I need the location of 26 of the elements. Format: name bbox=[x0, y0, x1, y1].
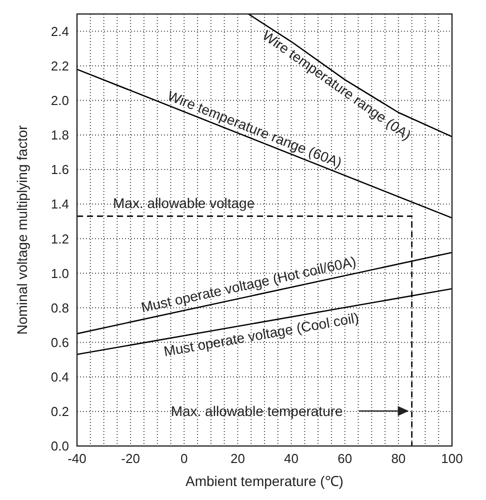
y-tick-label: 1.0 bbox=[50, 266, 69, 281]
y-tick-label: 0.4 bbox=[50, 369, 69, 384]
y-tick-label: 2.2 bbox=[50, 58, 69, 74]
annotation: Max. allowable temperature bbox=[170, 403, 344, 419]
annotation: Max. allowable voltage bbox=[113, 195, 255, 212]
x-tick-label: -40 bbox=[68, 451, 86, 466]
x-tick-label: 60 bbox=[338, 451, 352, 466]
y-tick-label: 2.4 bbox=[50, 24, 69, 39]
x-tick-label: 0 bbox=[180, 451, 188, 466]
x-tick-label: 20 bbox=[230, 451, 245, 466]
y-tick-label: 0.6 bbox=[50, 334, 69, 350]
y-tick-label: 0.2 bbox=[50, 404, 69, 420]
y-tick-label: 1.4 bbox=[50, 196, 69, 212]
y-tick-label: 1.2 bbox=[50, 231, 69, 246]
x-tick-label: 80 bbox=[391, 451, 406, 466]
x-tick-label: 100 bbox=[441, 451, 463, 466]
x-tick-label: 40 bbox=[284, 451, 299, 466]
y-tick-label: 0.8 bbox=[50, 300, 69, 316]
text: Must operate voltage (Cool coil) bbox=[162, 309, 360, 360]
y-tick-label: 1.8 bbox=[50, 128, 69, 143]
y-axis-title: Nominal voltage multiplying factor bbox=[14, 125, 30, 335]
x-axis-title: Ambient temperature (℃) bbox=[186, 473, 344, 489]
y-tick-label: 2.0 bbox=[50, 93, 69, 108]
y-tick-label: 1.6 bbox=[50, 162, 69, 178]
x-tick-label: -20 bbox=[121, 451, 140, 466]
y-tick-label: 0.0 bbox=[50, 438, 69, 454]
